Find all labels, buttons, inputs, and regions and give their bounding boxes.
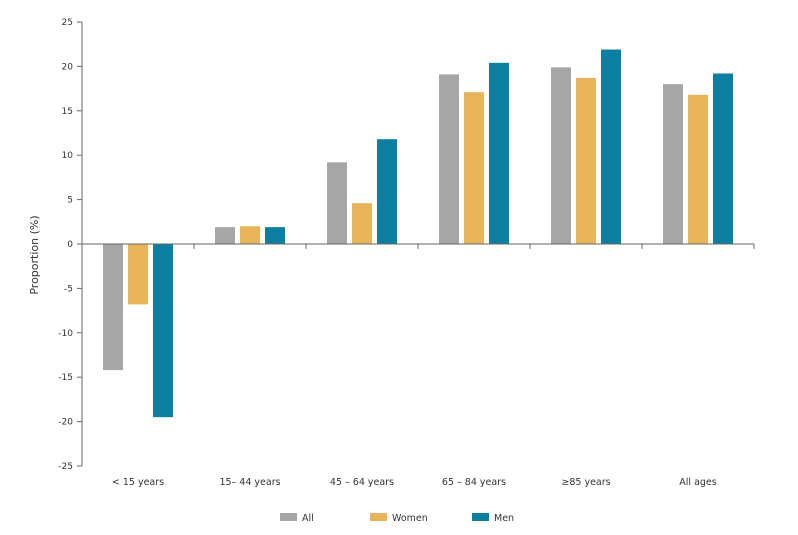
bar-women-0 xyxy=(128,244,148,305)
y-tick-label: 20 xyxy=(62,62,74,72)
legend-label-women: Women xyxy=(392,513,428,524)
x-tick-label: ≥85 years xyxy=(561,477,610,488)
x-tick-label: 15– 44 years xyxy=(219,477,280,488)
bar-women-5 xyxy=(688,94,708,244)
bar-all-2 xyxy=(327,162,347,244)
bar-all-3 xyxy=(439,74,459,244)
bar-all-0 xyxy=(103,244,123,371)
bar-all-5 xyxy=(663,84,683,244)
bar-men-0 xyxy=(153,244,173,418)
y-axis-ticks: 25 20 15 10 5 0 -5 -10 -15 -20 -25 xyxy=(58,18,82,472)
x-tick-label: 65 – 84 years xyxy=(442,477,506,488)
bar-men-2 xyxy=(377,139,397,244)
x-tick-label: 45 – 64 years xyxy=(330,477,394,488)
y-tick-label: -15 xyxy=(58,373,73,383)
y-tick-label: 5 xyxy=(67,196,73,206)
axes xyxy=(81,22,755,466)
bars xyxy=(103,49,733,418)
bar-women-2 xyxy=(352,203,372,244)
x-tick-label: < 15 years xyxy=(112,477,164,488)
bar-women-3 xyxy=(464,92,484,244)
y-tick-label: -5 xyxy=(64,284,73,294)
legend-label-all: All xyxy=(302,513,314,524)
y-tick-label: 25 xyxy=(62,18,73,28)
y-tick-label: -25 xyxy=(58,462,73,472)
x-axis-labels: < 15 years 15– 44 years 45 – 64 years 65 – … xyxy=(112,477,717,488)
y-tick-label: -20 xyxy=(58,418,73,428)
y-tick-label: -10 xyxy=(58,329,73,339)
y-axis-title: Proportion (%) xyxy=(28,215,41,294)
bar-men-5 xyxy=(713,73,733,244)
bar-women-1 xyxy=(240,226,260,244)
legend-swatch-men xyxy=(472,513,489,521)
x-tick-label: All ages xyxy=(679,477,716,488)
legend-label-men: Men xyxy=(494,513,514,524)
bar-men-4 xyxy=(601,49,621,244)
bar-all-4 xyxy=(551,67,571,245)
y-tick-label: 0 xyxy=(67,240,73,250)
legend-swatch-women xyxy=(370,513,387,521)
bar-men-3 xyxy=(489,62,509,245)
bar-men-1 xyxy=(265,227,285,244)
legend-swatch-all xyxy=(280,513,297,521)
y-tick-label: 10 xyxy=(62,151,74,161)
y-tick-label: 15 xyxy=(62,107,73,117)
bar-all-1 xyxy=(215,227,235,244)
bar-women-4 xyxy=(576,77,596,244)
legend: All Women Men xyxy=(280,513,514,524)
